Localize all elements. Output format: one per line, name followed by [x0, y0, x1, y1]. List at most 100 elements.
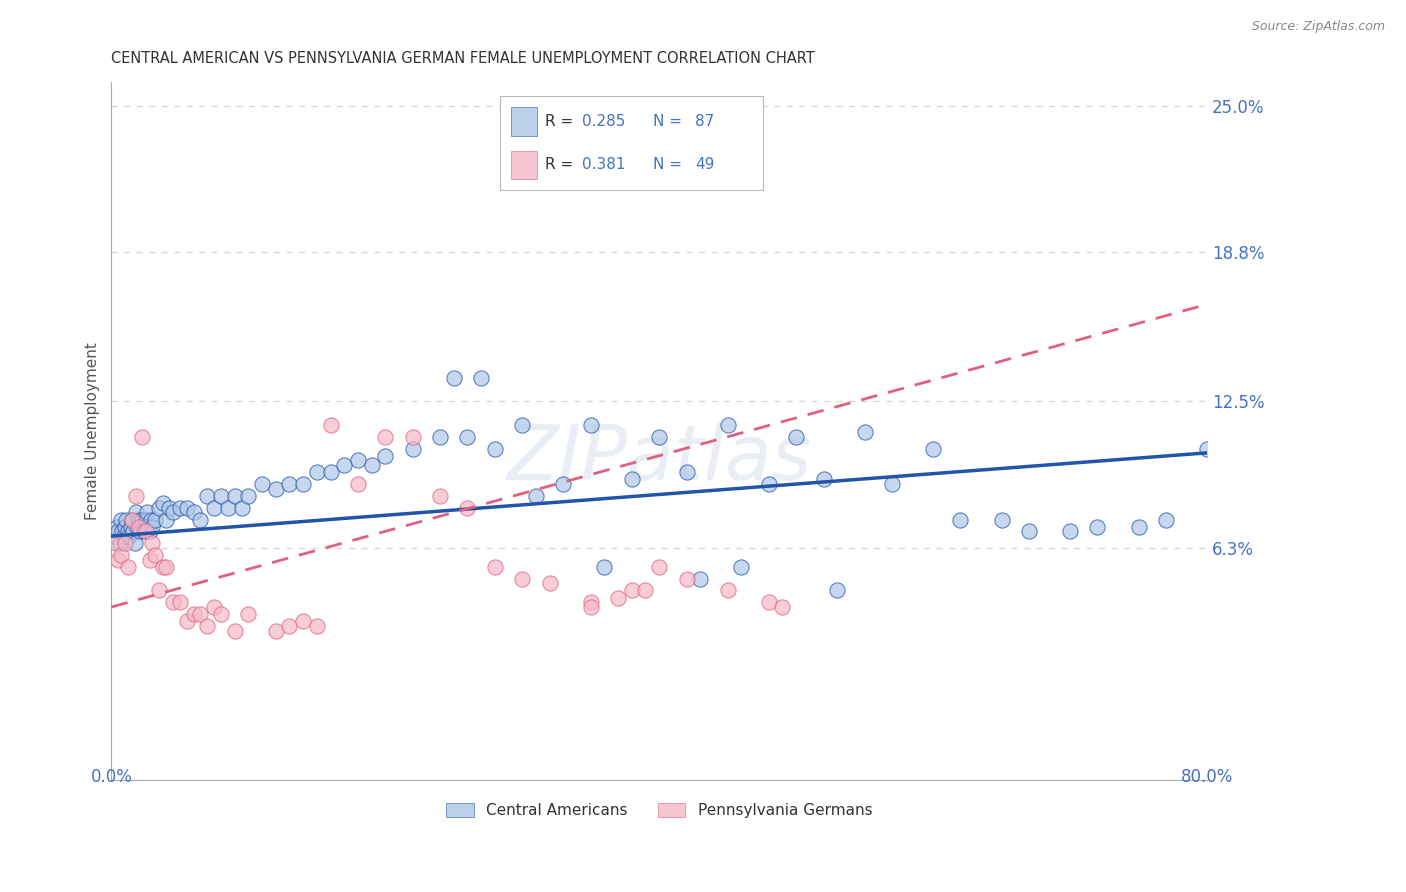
Point	[634, 583, 657, 598]
Point	[347, 453, 370, 467]
Point	[190, 512, 212, 526]
Point	[648, 559, 671, 574]
Point	[141, 536, 163, 550]
Point	[129, 524, 152, 539]
Point	[108, 536, 131, 550]
Point	[162, 595, 184, 609]
Point	[825, 583, 848, 598]
Point	[1018, 524, 1040, 539]
Point	[217, 500, 239, 515]
Point	[139, 552, 162, 566]
Point	[538, 576, 561, 591]
Point	[157, 500, 180, 515]
Point	[689, 572, 711, 586]
Point	[121, 512, 143, 526]
Point	[949, 512, 972, 526]
Point	[510, 417, 533, 432]
Point	[110, 512, 132, 526]
Text: Source: ZipAtlas.com: Source: ZipAtlas.com	[1251, 20, 1385, 33]
Point	[593, 559, 616, 574]
Point	[224, 489, 246, 503]
Point	[118, 529, 141, 543]
Text: 80.0%: 80.0%	[1181, 768, 1233, 786]
Point	[922, 442, 945, 456]
Point	[402, 442, 425, 456]
Point	[319, 465, 342, 479]
Point	[675, 572, 697, 586]
Point	[402, 430, 425, 444]
Point	[107, 524, 129, 539]
Point	[813, 472, 835, 486]
Point	[121, 512, 143, 526]
Text: CENTRAL AMERICAN VS PENNSYLVANIA GERMAN FEMALE UNEMPLOYMENT CORRELATION CHART: CENTRAL AMERICAN VS PENNSYLVANIA GERMAN …	[111, 51, 815, 66]
Point	[853, 425, 876, 439]
Point	[990, 512, 1012, 526]
Text: ZIPatlas: ZIPatlas	[506, 422, 811, 496]
Point	[183, 607, 205, 621]
Point	[209, 489, 232, 503]
Point	[128, 512, 150, 526]
Point	[456, 430, 478, 444]
Point	[1154, 512, 1177, 526]
Point	[138, 519, 160, 533]
Point	[730, 559, 752, 574]
Point	[105, 519, 128, 533]
Point	[104, 529, 127, 543]
Point	[510, 572, 533, 586]
Point	[162, 505, 184, 519]
Point	[141, 519, 163, 533]
Point	[347, 477, 370, 491]
Point	[484, 559, 506, 574]
Point	[143, 548, 166, 562]
Point	[292, 477, 315, 491]
Point	[107, 552, 129, 566]
Point	[772, 600, 794, 615]
Point	[127, 519, 149, 533]
Point	[319, 417, 342, 432]
Point	[238, 607, 260, 621]
Point	[579, 417, 602, 432]
Point	[169, 595, 191, 609]
Point	[278, 619, 301, 633]
Y-axis label: Female Unemployment: Female Unemployment	[86, 342, 100, 520]
Point	[111, 524, 134, 539]
Point	[152, 559, 174, 574]
Point	[139, 512, 162, 526]
Point	[1195, 442, 1218, 456]
Point	[758, 595, 780, 609]
Point	[183, 505, 205, 519]
Point	[202, 600, 225, 615]
Point	[169, 500, 191, 515]
Point	[120, 519, 142, 533]
Point	[305, 619, 328, 633]
Point	[717, 583, 740, 598]
Point	[374, 430, 396, 444]
Point	[524, 489, 547, 503]
Point	[607, 591, 630, 605]
Point	[305, 465, 328, 479]
Point	[117, 559, 139, 574]
Point	[758, 477, 780, 491]
Point	[114, 519, 136, 533]
Point	[675, 465, 697, 479]
Point	[195, 489, 218, 503]
Point	[1087, 519, 1109, 533]
Point	[176, 500, 198, 515]
Point	[124, 536, 146, 550]
Point	[620, 583, 643, 598]
Point	[231, 500, 253, 515]
Point	[135, 512, 157, 526]
Point	[264, 482, 287, 496]
Point	[579, 600, 602, 615]
Point	[176, 614, 198, 628]
Point	[333, 458, 356, 472]
Point	[112, 529, 135, 543]
Point	[553, 477, 575, 491]
Point	[360, 458, 382, 472]
Legend: Central Americans, Pennsylvania Germans: Central Americans, Pennsylvania Germans	[440, 797, 879, 824]
Point	[429, 430, 451, 444]
Point	[134, 524, 156, 539]
Point	[429, 489, 451, 503]
Point	[1059, 524, 1081, 539]
Point	[190, 607, 212, 621]
